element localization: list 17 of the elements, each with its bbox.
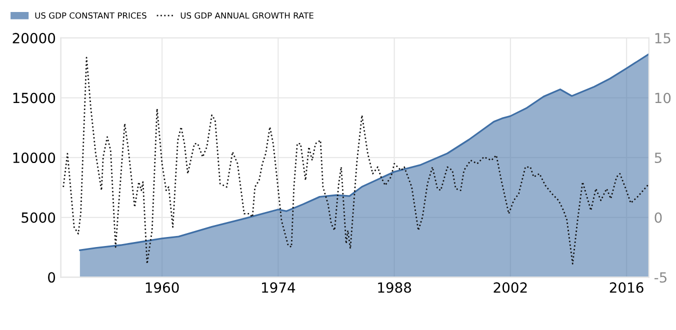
y-tick-label: 0 [48, 272, 56, 283]
y2-tick-label: 15 [655, 33, 670, 44]
y-tick-label: 10000 [13, 152, 56, 164]
legend-label: US GDP ANNUAL GROWTH RATE [180, 12, 314, 19]
legend-label: US GDP CONSTANT PRICES [35, 12, 146, 19]
y2-tick-label: 5 [654, 152, 662, 164]
y-tick-label: 5000 [22, 212, 56, 223]
x-tick-label: 2016 [610, 282, 644, 293]
y-tick-label: 20000 [12, 32, 56, 44]
y2-tick-label: -5 [654, 272, 666, 283]
y2-tick-label: 0 [654, 212, 662, 223]
x-tick-label: 2002 [494, 282, 527, 293]
x-tick-label: 1974 [262, 282, 296, 293]
x-tick-label: 1988 [378, 282, 412, 293]
x-tick-label: 1960 [146, 282, 179, 293]
y2-tick-label: 10 [655, 92, 671, 104]
y-tick-label: 15000 [13, 92, 56, 104]
